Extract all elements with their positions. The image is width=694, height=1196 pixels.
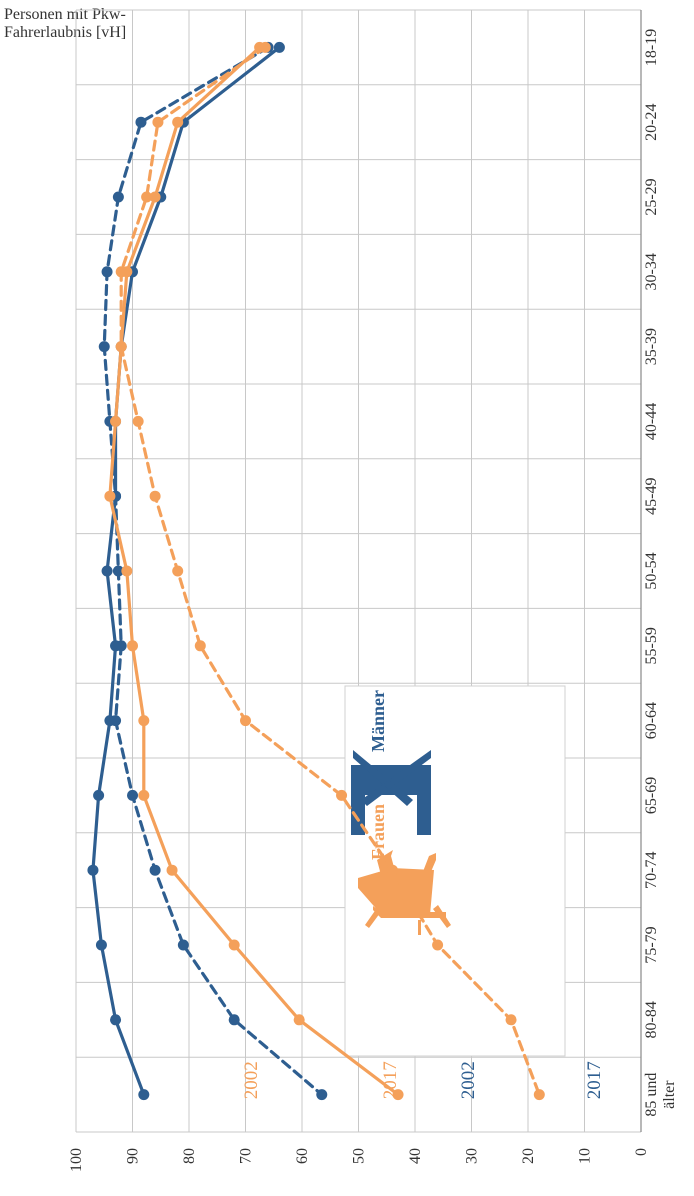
y-axis-title-line-2: Fahrerlaubnis [vH] bbox=[4, 24, 126, 41]
series-label-frauen-2017: 2017 bbox=[380, 1061, 401, 1099]
x-tick-label: 55-59 bbox=[643, 627, 660, 664]
y-tick-label: 90 bbox=[125, 1148, 142, 1164]
x-tick-label: 30-34 bbox=[643, 253, 660, 290]
data-point bbox=[336, 789, 348, 801]
x-tick-label: 45-49 bbox=[643, 478, 660, 515]
man-arms bbox=[353, 750, 431, 806]
data-point bbox=[172, 116, 184, 128]
x-tick-label: 25-29 bbox=[643, 178, 660, 215]
data-point bbox=[505, 1014, 517, 1026]
data-point bbox=[141, 191, 153, 203]
x-tick-label: 85 und bbox=[643, 1073, 660, 1117]
data-point bbox=[115, 266, 127, 278]
data-point bbox=[533, 1089, 545, 1101]
y-axis-title: Personen mit Pkw- Fahrerlaubnis [vH] bbox=[4, 6, 126, 41]
x-tick-label: 75-79 bbox=[643, 926, 660, 963]
data-point bbox=[240, 715, 251, 727]
series-label-männer-2002: 2002 bbox=[458, 1061, 479, 1099]
data-point bbox=[110, 415, 122, 427]
data-point bbox=[386, 864, 398, 876]
x-tick-label: 20-24 bbox=[643, 104, 660, 141]
data-point bbox=[152, 116, 164, 128]
x-tick-label: 65-69 bbox=[643, 777, 660, 814]
series-label-frauen-2002: 2002 bbox=[241, 1061, 262, 1099]
data-point bbox=[135, 116, 147, 128]
series-label-männer-2017: 2017 bbox=[584, 1061, 605, 1099]
x-tick-label: 80-84 bbox=[643, 1001, 660, 1038]
y-tick-label: 100 bbox=[68, 1148, 85, 1172]
data-point bbox=[138, 715, 150, 727]
data-point bbox=[149, 490, 161, 502]
data-point bbox=[316, 1089, 328, 1101]
data-point bbox=[101, 565, 113, 577]
data-point bbox=[228, 939, 240, 951]
plot-area: Frauen Männer 2017 2002 2017 2002 bbox=[75, 9, 642, 1133]
x-tick-label: 50-54 bbox=[643, 552, 660, 589]
y-tick-label: 10 bbox=[577, 1148, 594, 1164]
legend-label-männer: Männer bbox=[368, 690, 388, 752]
data-point bbox=[121, 565, 133, 577]
data-point bbox=[172, 565, 184, 577]
man-legs bbox=[351, 795, 431, 835]
data-point bbox=[132, 415, 144, 427]
y-tick-label: 40 bbox=[407, 1148, 424, 1164]
data-point bbox=[194, 640, 206, 652]
data-point bbox=[149, 864, 161, 876]
data-point bbox=[98, 341, 110, 353]
legend: Frauen Männer bbox=[344, 685, 566, 1057]
data-point bbox=[115, 341, 127, 353]
data-point bbox=[127, 640, 138, 652]
y-tick-label: 30 bbox=[464, 1148, 481, 1164]
y-tick-label: 50 bbox=[351, 1148, 368, 1164]
data-point bbox=[101, 266, 113, 278]
data-point bbox=[112, 191, 124, 203]
data-point bbox=[138, 789, 150, 801]
series-layer bbox=[87, 41, 545, 1101]
data-point bbox=[93, 789, 105, 801]
legend-label-frauen: Frauen bbox=[368, 804, 388, 860]
data-point bbox=[228, 1014, 240, 1026]
data-point bbox=[177, 939, 189, 951]
x-tick-label: 40-44 bbox=[643, 403, 660, 440]
x-tick-label: 60-64 bbox=[643, 702, 660, 739]
man-icon bbox=[351, 750, 431, 835]
data-point bbox=[87, 864, 99, 876]
data-point bbox=[432, 939, 444, 951]
y-axis-title-line-1: Personen mit Pkw- bbox=[4, 6, 126, 23]
y-tick-label: 20 bbox=[520, 1148, 537, 1164]
data-point bbox=[166, 864, 178, 876]
y-tick-label: 60 bbox=[294, 1148, 311, 1164]
data-point bbox=[149, 191, 161, 203]
x-tick-label: 35-39 bbox=[643, 328, 660, 365]
data-point bbox=[293, 1014, 305, 1026]
data-point bbox=[115, 640, 127, 652]
tick-labels: 0 10 20 30 40 50 60 70 80 90 100 18-19 20-24 25-29 30-… bbox=[68, 29, 678, 1172]
x-tick-label: älter bbox=[661, 1080, 678, 1109]
y-tick-label: 70 bbox=[238, 1148, 255, 1164]
series-labels: 2017 2002 2017 2002 bbox=[241, 1061, 605, 1099]
data-point bbox=[392, 1089, 404, 1101]
series-männer-2002 bbox=[98, 41, 328, 1101]
data-point bbox=[259, 41, 271, 53]
data-point bbox=[138, 1089, 150, 1101]
data-point bbox=[273, 41, 285, 53]
series-line bbox=[102, 45, 324, 1097]
data-point bbox=[104, 490, 116, 502]
data-point bbox=[95, 939, 107, 951]
data-point bbox=[110, 715, 122, 727]
data-point bbox=[127, 789, 138, 801]
data-point bbox=[110, 1014, 122, 1026]
data-point bbox=[112, 565, 124, 577]
series-frauen-2002 bbox=[115, 41, 545, 1101]
y-tick-label: 80 bbox=[181, 1148, 198, 1164]
x-tick-label: 70-74 bbox=[643, 852, 660, 889]
y-tick-label: 0 bbox=[633, 1148, 650, 1156]
x-tick-label: 18-19 bbox=[643, 29, 660, 66]
